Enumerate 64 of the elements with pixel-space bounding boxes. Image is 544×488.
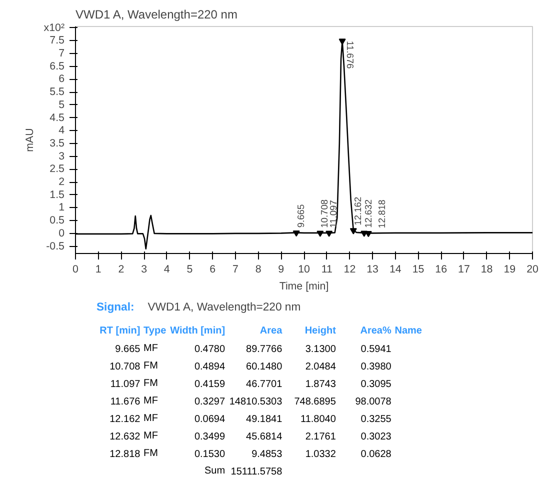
- text: 11.676 MF 0.3297 14810.5303 748.6895 98.0078: [110, 396, 392, 408]
- x-tick-label: 11: [321, 264, 332, 276]
- x-tick-label: 9: [278, 264, 284, 276]
- y-tick-label: 1.5: [50, 188, 65, 201]
- point: [292, 230, 300, 237]
- y-tick-label: -0.5: [46, 240, 65, 252]
- point: [316, 230, 324, 237]
- x-tick-label: 1: [95, 264, 102, 276]
- x-tick-label: 0: [72, 264, 79, 276]
- x-tick-label: 10: [298, 264, 310, 276]
- x-tick-label: 14: [389, 264, 402, 276]
- y-tick-label: 2.5: [50, 163, 65, 176]
- y-tick-label: 4.5: [50, 112, 65, 124]
- x-tick-label: 16: [435, 264, 448, 276]
- y-tick-label: 7: [58, 47, 65, 60]
- x-tick-label: 3: [141, 264, 148, 276]
- annotation: 10.708: [320, 199, 330, 228]
- y-tick-label: 0.5: [50, 214, 65, 227]
- x-tick-label: 2: [118, 264, 124, 276]
- y-axis-title: mAU: [24, 128, 36, 152]
- y-tick-label: x10²: [44, 22, 65, 34]
- text: 12.632 MF 0.3499 45.6814 2.1761 0.3023: [110, 430, 392, 442]
- y-tick-label: 6: [58, 73, 65, 86]
- point: [338, 38, 346, 45]
- y-tick-label: 7.5: [50, 34, 65, 47]
- x-tick-label: 8: [255, 264, 262, 276]
- annotation: 11.676: [344, 40, 355, 69]
- x-tick-label: 4: [164, 264, 170, 276]
- x-tick-label: 7: [232, 264, 238, 276]
- y-tick-label: 1: [58, 202, 65, 214]
- text: 12.162 MF 0.0694 49.1841 11.8040 0.3255: [110, 413, 392, 425]
- y-tick-label: 6.5: [50, 60, 65, 72]
- x-tick-label: 19: [504, 264, 516, 276]
- annotation: 12.818: [376, 200, 387, 228]
- x-tick-label: 13: [366, 264, 379, 276]
- y-tick-label: 0: [58, 227, 65, 240]
- x-tick-label: 20: [526, 264, 538, 276]
- chart-title: VWD1 A, Wavelength=220 nm: [76, 8, 238, 22]
- annotation: 12.632: [364, 199, 374, 228]
- annotation: 11.097: [328, 200, 339, 228]
- x-tick-label: 15: [412, 264, 424, 276]
- x-tick-label: 17: [458, 264, 470, 276]
- x-tick-label: 18: [480, 264, 493, 276]
- text: Signal: VWD1 A, Wavelength=220 nm: [96, 302, 301, 314]
- x-tick-label: 5: [186, 264, 193, 276]
- y-tick-label: 5.5: [50, 86, 65, 98]
- y-tick-label: 4: [58, 124, 65, 137]
- text: 11.097 FM 0.4159 46.7701 1.8743 0.3095: [110, 378, 392, 390]
- annotation: 9.665: [296, 204, 306, 228]
- y-tick-label: 3.5: [50, 137, 65, 150]
- text: Sum 15111.5758: [204, 466, 283, 478]
- x-axis-title: Time [min]: [279, 280, 329, 292]
- text: 9.665 MF 0.4780 89.7766 3.1300 0.5941: [115, 343, 392, 355]
- text: RT [min] Type Width [min] Area Height Area% Name: [100, 326, 422, 336]
- y-tick-label: 2: [58, 176, 65, 188]
- x-tick-label: 12: [344, 264, 356, 276]
- x-tick-label: 6: [210, 264, 216, 276]
- text: 10.708 FM 0.4894 60.1480 2.0484 0.3980: [110, 360, 392, 372]
- y-tick-label: 3: [58, 150, 65, 162]
- point: [350, 228, 357, 234]
- point: [326, 230, 333, 237]
- y-tick-label: 5: [58, 98, 65, 111]
- text: 12.818 FM 0.1530 9.4853 1.0332 0.0628: [110, 448, 392, 460]
- annotation: 12.162: [352, 196, 363, 226]
